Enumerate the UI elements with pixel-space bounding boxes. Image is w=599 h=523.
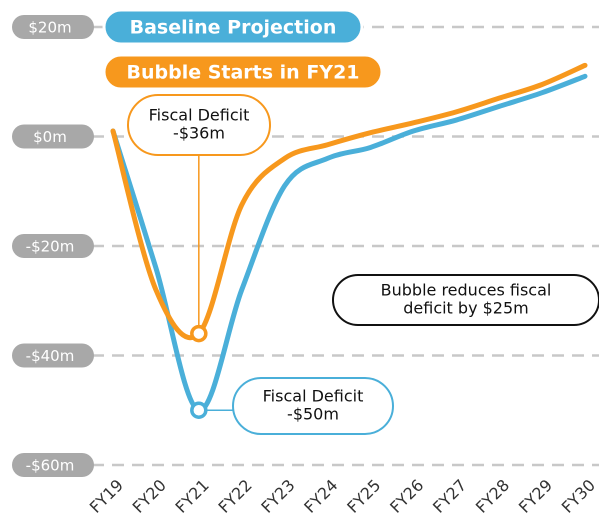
annotation-text: Fiscal Deficit — [263, 387, 364, 406]
y-tick-label: -$40m — [26, 347, 75, 365]
x-tick-label: FY28 — [472, 476, 513, 517]
y-tick-pill — [12, 234, 94, 258]
legend-label: Bubble Starts in FY21 — [126, 62, 359, 84]
y-tick-pill — [12, 453, 94, 477]
x-tick-label: FY19 — [86, 476, 127, 517]
annotation-box — [332, 274, 599, 326]
x-tick-label: FY29 — [515, 476, 556, 517]
x-tick-label: FY27 — [429, 476, 470, 517]
x-tick-label: FY24 — [300, 476, 341, 517]
legend-pill — [102, 53, 384, 91]
x-tick-label: FY22 — [214, 476, 255, 517]
y-tick-label: $0m — [33, 128, 67, 146]
legend-pill — [102, 8, 364, 46]
point-marker — [190, 401, 208, 419]
y-tick-pill — [12, 15, 94, 39]
y-tick-pill — [12, 343, 94, 368]
y-tick-label: -$20m — [26, 238, 75, 256]
y-tick-pill — [12, 124, 94, 149]
x-tick-label: FY21 — [172, 476, 213, 517]
annotation-text: Fiscal Deficit — [149, 106, 250, 125]
annotation-box — [127, 94, 271, 156]
x-tick-label: FY30 — [558, 476, 599, 517]
series-line — [110, 62, 588, 341]
annotation-text: deficit by $25m — [403, 299, 529, 318]
annotation-text: -$50m — [287, 405, 339, 424]
annotation-text: -$36m — [173, 124, 225, 143]
x-tick-label: FY23 — [257, 476, 298, 517]
series-line — [110, 73, 588, 413]
annotation-text: Bubble reduces fiscal — [381, 281, 552, 300]
legend-label: Baseline Projection — [130, 17, 337, 39]
y-tick-label: $20m — [28, 19, 71, 37]
y-tick-label: -$60m — [26, 457, 75, 475]
annotation-box — [232, 377, 394, 435]
x-tick-label: FY26 — [386, 476, 427, 517]
x-tick-label: FY25 — [343, 476, 384, 517]
x-tick-label: FY20 — [129, 476, 170, 517]
point-marker — [190, 324, 208, 343]
